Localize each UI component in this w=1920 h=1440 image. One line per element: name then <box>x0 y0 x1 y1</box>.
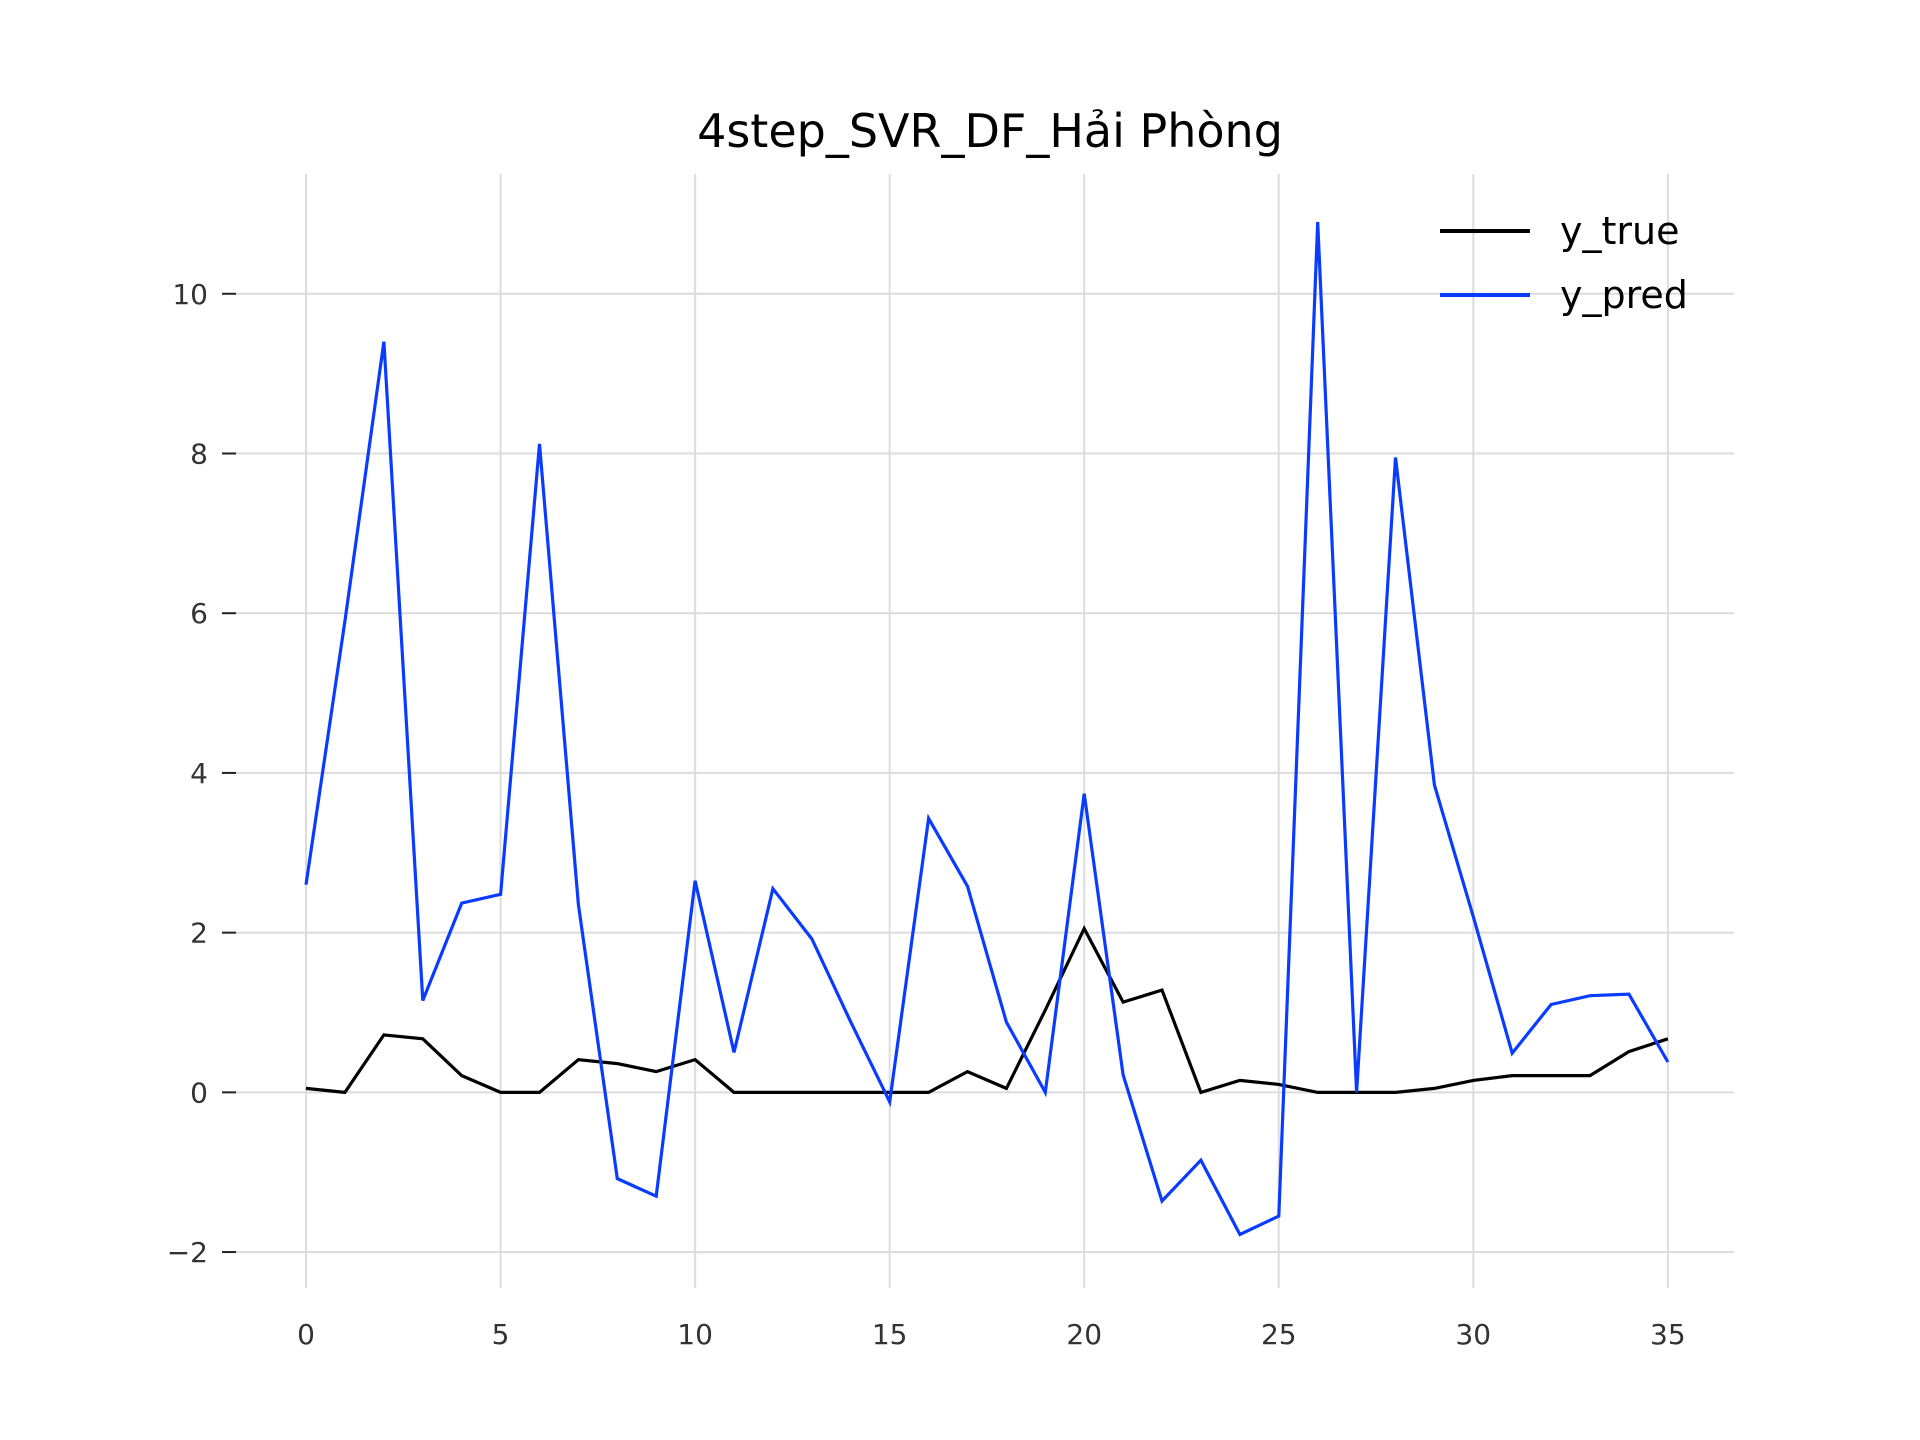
legend: y_true y_pred <box>1440 209 1688 317</box>
series-lines <box>304 221 1670 1237</box>
y-tick-label: 6 <box>190 597 208 630</box>
y-tick-label: 0 <box>190 1076 208 1109</box>
x-tick-label: 10 <box>677 1318 713 1351</box>
y-tick-label: 8 <box>190 437 208 470</box>
grid-lines <box>236 174 1734 1288</box>
x-tick-label: 30 <box>1455 1318 1491 1351</box>
x-tick-label: 20 <box>1066 1318 1102 1351</box>
y-tick-label: −2 <box>167 1236 208 1269</box>
x-tick-label: 35 <box>1650 1318 1686 1351</box>
x-tick-label: 25 <box>1261 1318 1297 1351</box>
x-tick-label: 5 <box>492 1318 510 1351</box>
series-line-y_pred <box>304 221 1670 1237</box>
x-tick-label: 15 <box>872 1318 908 1351</box>
chart-title: 4step_SVR_DF_Hải Phòng <box>697 104 1283 158</box>
legend-label-y_pred: y_pred <box>1560 273 1688 317</box>
y-tick-label: 4 <box>190 757 208 790</box>
legend-label-y_true: y_true <box>1560 209 1679 253</box>
y-tick-label: 10 <box>172 278 208 311</box>
y-tick-label: 2 <box>190 917 208 950</box>
series-line-y_true <box>305 925 1669 1095</box>
x-tick-label: 0 <box>297 1318 315 1351</box>
axis-ticks: 0 5 10 15 20 25 30 35 −2 0 2 4 6 8 10 <box>167 278 1686 1351</box>
